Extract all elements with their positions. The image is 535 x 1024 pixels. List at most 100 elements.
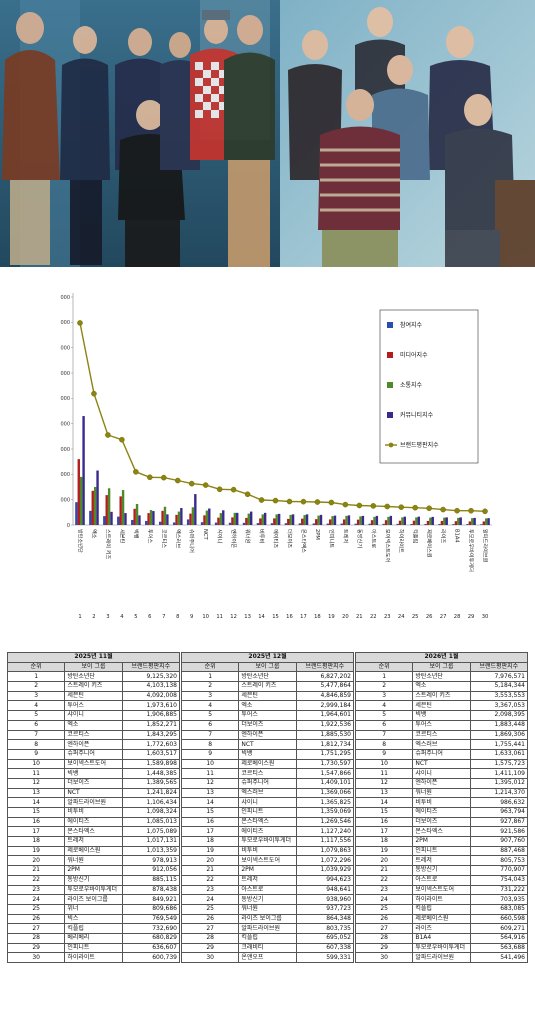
chart-bar [342, 519, 346, 525]
chart-bar [298, 523, 302, 525]
chart-bar [117, 516, 120, 525]
table-row: 17 몬스타엑스 921,586 [354, 826, 529, 838]
chart-bar [200, 522, 204, 525]
chart-point [188, 480, 195, 487]
rank-cell: 16 [354, 816, 414, 828]
chart-bar [217, 517, 220, 525]
chart-point [440, 506, 446, 513]
x-tick-label: 22 [370, 614, 377, 620]
group-name-cell: 빅뱅 [64, 768, 123, 779]
group-name-cell: 더보이즈 [64, 777, 123, 789]
group-name-cell: 엑소 [412, 681, 471, 692]
chart-bar [459, 517, 462, 525]
score-cell: 3,553,553 [469, 690, 529, 702]
table-row: 29 인피니트 636,607 [6, 942, 181, 954]
group-name-cell: 제로베이스원 [64, 845, 123, 857]
table-row: 5 샤이니 1,906,885 [6, 710, 181, 721]
chart-bar [485, 518, 488, 525]
score-cell: 695,052 [295, 932, 355, 944]
score-cell: 986,632 [469, 797, 529, 808]
x-tick-label: 25 [412, 614, 419, 620]
chart-bar [242, 522, 246, 525]
score-cell: 805,753 [469, 855, 529, 867]
column-header: 브랜드평판지수 [121, 661, 181, 673]
chart-bar [145, 520, 148, 525]
rank-cell: 21 [354, 865, 414, 876]
chart-bar [236, 512, 239, 525]
chart-bar [312, 523, 316, 525]
table-row: 11 샤이니 1,411,109 [354, 768, 529, 779]
group-name-cell: 엔하이픈 [238, 729, 297, 741]
table-row: 18 투모로우바이투게더 1,117,556 [180, 836, 355, 847]
x-category-label: 트레저 [342, 529, 350, 544]
chart-bar [424, 523, 427, 525]
chart-bar [152, 511, 155, 525]
rank-cell: 3 [354, 690, 414, 702]
group-name-cell: NCT [238, 739, 297, 750]
y-tick-label: 2,000,000 [60, 472, 70, 478]
chart-bar [228, 522, 232, 525]
chart-bar [398, 520, 402, 525]
score-cell: 599,331 [295, 952, 355, 963]
score-cell: 609,271 [469, 923, 529, 934]
chart-bar [412, 520, 416, 525]
rank-cell: 1 [6, 671, 66, 683]
score-cell: 1,812,734 [295, 739, 355, 750]
group-name-cell: 엑스러브 [412, 739, 471, 750]
table-row: 16 에이티즈 1,085,013 [6, 816, 181, 828]
rank-cell: 29 [6, 942, 66, 954]
table-row: 2 스트레이 키즈 4,103,138 [6, 681, 181, 692]
table-row: 20 보이넥스트도어 1,072,296 [180, 855, 355, 867]
table-month: 2026년 1월 [355, 652, 528, 663]
table-month-header: 2025년 12월 [181, 652, 354, 663]
rank-cell: 4 [354, 700, 414, 712]
chart-bar [189, 513, 192, 525]
group-name-cell: 엔하이픈 [64, 739, 123, 750]
rank-cell: 21 [6, 865, 66, 876]
rankings-tables: 2025년 11월 순위 보이 그룹 브랜드평판지수 1 방탄소년단 9,125,320 2 스… [6, 652, 529, 1020]
group-name-cell: 워너원 [64, 855, 123, 867]
rank-cell: 11 [180, 768, 240, 779]
score-cell: 6,827,202 [295, 671, 355, 683]
chart-bar [219, 513, 223, 525]
chart-bar [107, 488, 111, 525]
chart-point [244, 491, 251, 498]
score-cell: 1,751,295 [295, 748, 355, 760]
x-category-label: 킥플립 [412, 529, 420, 544]
column-header: 브랜드평판지수 [295, 661, 355, 673]
rank-cell: 26 [354, 913, 414, 925]
table-row: 22 동방신기 885,115 [6, 874, 181, 886]
score-cell: 770,907 [469, 865, 529, 876]
table-row: 10 제로베이스원 1,730,597 [180, 758, 355, 770]
table-row: 11 코르티스 1,547,866 [180, 768, 355, 779]
rank-cell: 24 [6, 894, 66, 905]
score-cell: 636,607 [121, 942, 181, 954]
table-row: 21 동방신기 770,907 [354, 865, 529, 876]
chart-bar [105, 495, 108, 525]
chart-bar [317, 515, 320, 525]
column-header: 순위 [180, 661, 240, 673]
chart-bar [166, 514, 169, 525]
table-row: 3 세븐틴 4,092,008 [6, 690, 181, 702]
group-name-cell: 제로베이스원 [238, 758, 297, 770]
column-header: 보이 그룹 [64, 661, 123, 673]
legend-swatch [387, 412, 393, 418]
x-tick-label: 18 [314, 614, 321, 620]
score-cell: 731,222 [469, 884, 529, 896]
table-row: 29 투모로우바이투게더 563,688 [354, 942, 529, 954]
score-cell: 5,184,344 [469, 681, 529, 692]
rank-cell: 22 [180, 874, 240, 886]
table-row: 14 비투비 986,632 [354, 797, 529, 808]
score-cell: 1,973,610 [121, 700, 181, 712]
chart-point [77, 320, 83, 326]
chart-bar [75, 502, 78, 525]
chart-bar [438, 523, 441, 525]
rank-cell: 13 [354, 787, 414, 799]
rank-cell: 5 [180, 710, 240, 721]
chart-point [328, 499, 335, 506]
chart-bar [289, 514, 292, 525]
group-name-cell: 인피니트 [238, 807, 297, 818]
rank-cell: 11 [6, 768, 66, 779]
group-name-cell: 베리베리 [64, 932, 123, 944]
chart-point [174, 477, 181, 484]
